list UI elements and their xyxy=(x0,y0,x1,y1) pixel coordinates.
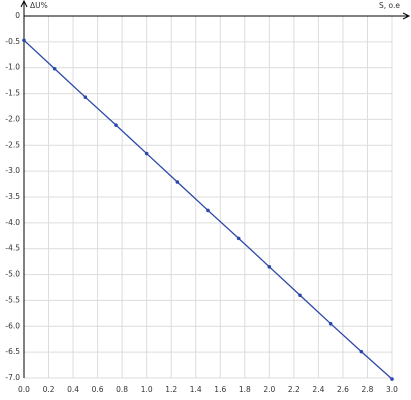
y-tick-label: -2.0 xyxy=(5,114,20,123)
y-tick-label: -3.0 xyxy=(5,166,20,175)
data-point xyxy=(175,180,180,184)
y-tick-label: 0 xyxy=(15,11,20,20)
x-tick-label: 2.2 xyxy=(288,385,300,394)
y-tick-label: -7.0 xyxy=(5,373,20,382)
y-axis-arrow xyxy=(20,0,28,8)
data-point xyxy=(22,38,26,43)
data-point xyxy=(144,151,149,156)
x-tick-label: 0.4 xyxy=(67,385,79,394)
x-tick-label: 2.4 xyxy=(312,385,324,394)
data-point xyxy=(114,123,118,127)
data-point xyxy=(236,236,241,241)
y-tick-label: -1.5 xyxy=(5,89,20,98)
data-point xyxy=(206,208,210,213)
y-tick-label: -3.5 xyxy=(5,192,20,201)
y-tick-label: -1.0 xyxy=(5,63,20,72)
data-point xyxy=(52,66,57,71)
x-tick-label: 1.2 xyxy=(165,385,177,394)
data-point xyxy=(359,349,364,354)
data-point xyxy=(328,321,333,326)
x-tick-label: 0.2 xyxy=(43,385,55,394)
data-point xyxy=(83,95,88,99)
x-tick-label: 1.8 xyxy=(239,385,251,394)
x-tick-label: 3.0 xyxy=(386,385,398,394)
y-tick-label: -6.5 xyxy=(5,347,20,356)
x-tick-label: 2.6 xyxy=(337,385,349,394)
x-axis-label: S, o.e xyxy=(379,1,400,10)
y-tick-label: -6.0 xyxy=(5,321,20,330)
x-axis-arrow xyxy=(402,12,411,20)
y-tick-label: -5.0 xyxy=(5,270,20,279)
y-tick-label: -4.5 xyxy=(5,244,20,253)
data-point xyxy=(298,293,302,298)
x-tick-label: 0.6 xyxy=(92,385,104,394)
data-point xyxy=(267,265,272,269)
x-tick-label: 1.6 xyxy=(214,385,226,394)
y-tick-label: -5.5 xyxy=(5,295,20,304)
x-tick-label: 2.8 xyxy=(361,385,373,394)
x-tick-label: 0.0 xyxy=(18,385,30,394)
x-tick-label: 1.4 xyxy=(190,385,202,394)
data-point xyxy=(390,377,394,381)
y-tick-label: -2.5 xyxy=(5,140,20,149)
y-tick-label: -4.0 xyxy=(5,218,20,227)
y-tick-label: -0.5 xyxy=(5,37,20,46)
x-tick-label: 1.0 xyxy=(141,385,153,394)
x-tick-label: 2.0 xyxy=(263,385,275,394)
x-tick-label: 0.8 xyxy=(116,385,128,394)
y-axis-label: ΔU% xyxy=(30,1,48,10)
grid xyxy=(23,15,393,379)
